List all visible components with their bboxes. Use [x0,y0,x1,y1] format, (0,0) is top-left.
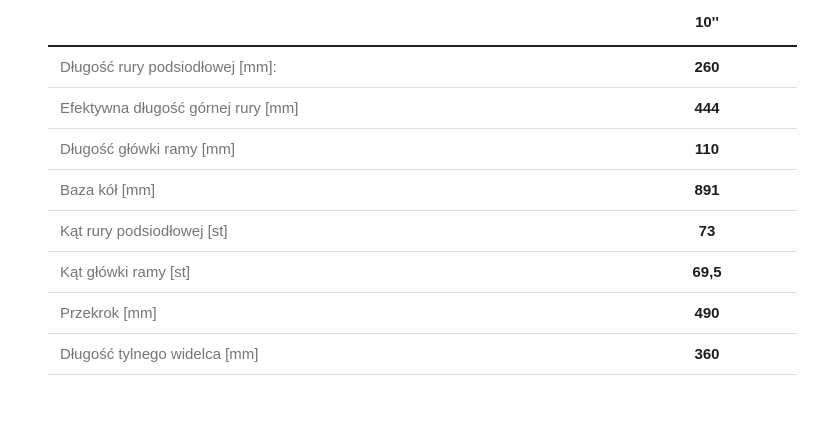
row-value: 110 [694,140,720,158]
row-label: Przekrok [mm] [60,304,157,322]
row-value: 891 [694,181,720,199]
table-row: Długość tylnego widelca [mm] 360 [48,334,797,375]
spec-table-header-row: 10'' [48,0,797,47]
table-row: Długość rury podsiodłowej [mm]: 260 [48,47,797,88]
row-label: Efektywna długość górnej rury [mm] [60,99,299,117]
table-row: Kąt główki ramy [st] 69,5 [48,252,797,293]
row-value: 73 [698,222,716,240]
header-size-label: 10'' [695,14,719,31]
row-value: 444 [694,99,720,117]
row-label: Baza kół [mm] [60,181,156,199]
row-label: Długość rury podsiodłowej [mm]: [60,58,277,76]
table-row: Przekrok [mm] 490 [48,293,797,334]
table-row: Długość główki ramy [mm] 110 [48,129,797,170]
row-label: Kąt główki ramy [st] [60,263,191,281]
row-label: Długość główki ramy [mm] [60,140,236,158]
row-value: 360 [694,345,720,363]
row-value: 69,5 [692,263,722,281]
row-label: Kąt rury podsiodłowej [st] [60,222,228,240]
table-row: Kąt rury podsiodłowej [st] 73 [48,211,797,252]
table-row: Baza kół [mm] 891 [48,170,797,211]
row-value: 260 [694,58,720,76]
row-label: Długość tylnego widelca [mm] [60,345,259,363]
row-value: 490 [694,304,720,322]
spec-table: 10'' Długość rury podsiodłowej [mm]: 260… [48,0,797,375]
table-row: Efektywna długość górnej rury [mm] 444 [48,88,797,129]
